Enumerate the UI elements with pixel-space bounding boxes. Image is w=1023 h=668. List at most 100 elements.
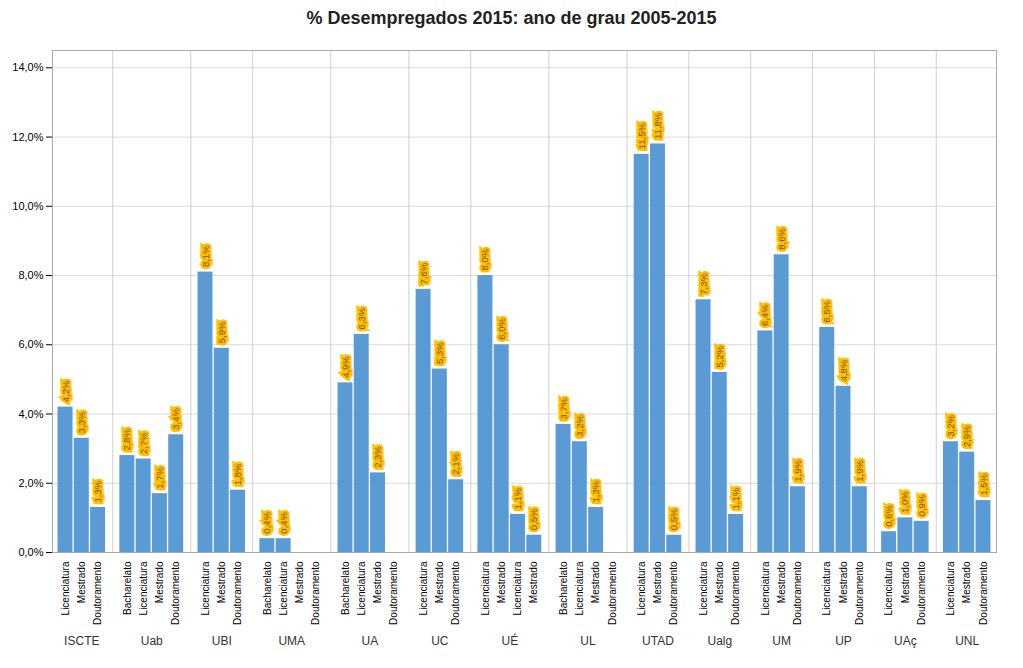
svg-text:Doutoramento: Doutoramento: [916, 561, 927, 625]
svg-text:UA: UA: [362, 634, 379, 648]
svg-text:Mestrado: Mestrado: [714, 561, 725, 603]
svg-text:8,0%: 8,0%: [18, 269, 43, 281]
svg-text:Mestrado: Mestrado: [652, 561, 663, 603]
svg-text:Mestrado: Mestrado: [590, 561, 601, 603]
svg-text:1,5%: 1,5%: [978, 473, 989, 495]
svg-text:Licenciatura: Licenciatura: [512, 561, 523, 615]
svg-text:Mestrado: Mestrado: [961, 561, 972, 603]
svg-text:UC: UC: [431, 634, 449, 648]
svg-text:Licenciatura: Licenciatura: [574, 561, 585, 615]
svg-text:2,9%: 2,9%: [961, 425, 972, 447]
svg-text:Doutoramento: Doutoramento: [668, 561, 679, 625]
svg-text:Bacharelato: Bacharelato: [262, 561, 273, 615]
svg-text:10,0%: 10,0%: [12, 200, 43, 212]
svg-text:12,0%: 12,0%: [12, 131, 43, 143]
svg-text:UAç: UAç: [894, 634, 917, 648]
svg-text:8,0%: 8,0%: [479, 248, 490, 270]
svg-text:3,3%: 3,3%: [76, 411, 87, 433]
svg-text:0,5%: 0,5%: [668, 508, 679, 530]
svg-text:0,9%: 0,9%: [916, 494, 927, 516]
svg-text:5,3%: 5,3%: [434, 342, 445, 364]
svg-text:8,6%: 8,6%: [776, 228, 787, 250]
svg-text:Licenciatura: Licenciatura: [945, 561, 956, 615]
svg-text:6,4%: 6,4%: [759, 304, 770, 326]
svg-text:Doutoramento: Doutoramento: [607, 561, 618, 625]
svg-text:Ualg: Ualg: [707, 634, 732, 648]
svg-text:Mestrado: Mestrado: [838, 561, 849, 603]
svg-text:Bacharelato: Bacharelato: [122, 561, 133, 615]
svg-text:Uab: Uab: [141, 634, 163, 648]
svg-text:Mestrado: Mestrado: [496, 561, 507, 603]
svg-text:1,0%: 1,0%: [899, 491, 910, 513]
svg-text:Bacharelato: Bacharelato: [558, 561, 569, 615]
svg-text:UBI: UBI: [212, 634, 232, 648]
svg-text:2,3%: 2,3%: [372, 446, 383, 468]
svg-text:Licenciatura: Licenciatura: [883, 561, 894, 615]
svg-text:0,4%: 0,4%: [261, 511, 272, 533]
svg-text:4,2%: 4,2%: [60, 380, 71, 402]
svg-text:Mestrado: Mestrado: [154, 561, 165, 603]
svg-text:Licenciatura: Licenciatura: [138, 561, 149, 615]
svg-text:Doutoramento: Doutoramento: [450, 561, 461, 625]
svg-text:4,8%: 4,8%: [838, 359, 849, 381]
svg-text:Mestrado: Mestrado: [900, 561, 911, 603]
svg-text:Mestrado: Mestrado: [372, 561, 383, 603]
svg-text:4,9%: 4,9%: [340, 356, 351, 378]
svg-text:Doutoramento: Doutoramento: [978, 561, 989, 625]
svg-text:Mestrado: Mestrado: [216, 561, 227, 603]
svg-text:Mestrado: Mestrado: [294, 561, 305, 603]
svg-text:2,0%: 2,0%: [18, 477, 43, 489]
svg-text:7,3%: 7,3%: [698, 273, 709, 295]
svg-text:3,2%: 3,2%: [945, 415, 956, 437]
svg-text:2,8%: 2,8%: [121, 428, 132, 450]
svg-text:Licenciatura: Licenciatura: [636, 561, 647, 615]
svg-text:Licenciatura: Licenciatura: [418, 561, 429, 615]
svg-text:Licenciatura: Licenciatura: [760, 561, 771, 615]
svg-text:14,0%: 14,0%: [12, 61, 43, 73]
svg-text:Mestrado: Mestrado: [528, 561, 539, 603]
svg-text:UL: UL: [580, 634, 596, 648]
svg-text:11,8%: 11,8%: [652, 112, 663, 139]
svg-text:Doutoramento: Doutoramento: [388, 561, 399, 625]
svg-text:1,1%: 1,1%: [512, 487, 523, 509]
svg-text:6,5%: 6,5%: [821, 300, 832, 322]
svg-text:Mestrado: Mestrado: [776, 561, 787, 603]
svg-text:ISCTE: ISCTE: [64, 634, 99, 648]
svg-text:Doutoramento: Doutoramento: [92, 561, 103, 625]
svg-text:UTAD: UTAD: [642, 634, 674, 648]
svg-text:6,3%: 6,3%: [356, 307, 367, 329]
svg-text:3,2%: 3,2%: [574, 415, 585, 437]
svg-text:5,9%: 5,9%: [216, 321, 227, 343]
svg-text:1,7%: 1,7%: [154, 466, 165, 488]
svg-text:1,1%: 1,1%: [730, 487, 741, 509]
svg-text:Doutoramento: Doutoramento: [854, 561, 865, 625]
svg-text:Licenciatura: Licenciatura: [480, 561, 491, 615]
svg-text:6,0%: 6,0%: [18, 338, 43, 350]
svg-text:Licenciatura: Licenciatura: [356, 561, 367, 615]
svg-text:Doutoramento: Doutoramento: [792, 561, 803, 625]
svg-text:Licenciatura: Licenciatura: [821, 561, 832, 615]
svg-text:6,0%: 6,0%: [496, 318, 507, 340]
svg-text:UÉ: UÉ: [502, 633, 519, 648]
svg-text:1,8%: 1,8%: [232, 463, 243, 485]
svg-text:Licenciatura: Licenciatura: [698, 561, 709, 615]
svg-text:0,4%: 0,4%: [278, 511, 289, 533]
svg-text:Mestrado: Mestrado: [76, 561, 87, 603]
svg-text:Doutoramento: Doutoramento: [730, 561, 741, 625]
svg-text:4,0%: 4,0%: [18, 408, 43, 420]
svg-text:8,1%: 8,1%: [200, 245, 211, 267]
svg-text:Doutoramento: Doutoramento: [310, 561, 321, 625]
svg-text:3,4%: 3,4%: [170, 408, 181, 430]
svg-text:Licenciatura: Licenciatura: [200, 561, 211, 615]
svg-text:Doutoramento: Doutoramento: [232, 561, 243, 625]
svg-text:7,6%: 7,6%: [418, 262, 429, 284]
svg-text:3,7%: 3,7%: [558, 397, 569, 419]
svg-text:2,1%: 2,1%: [450, 453, 461, 475]
svg-text:11,5%: 11,5%: [636, 123, 647, 150]
svg-text:1,9%: 1,9%: [792, 460, 803, 482]
svg-text:Mestrado: Mestrado: [434, 561, 445, 603]
svg-text:Licenciatura: Licenciatura: [278, 561, 289, 615]
svg-text:Licenciatura: Licenciatura: [60, 561, 71, 615]
svg-text:UM: UM: [772, 634, 791, 648]
svg-text:UNL: UNL: [955, 634, 979, 648]
